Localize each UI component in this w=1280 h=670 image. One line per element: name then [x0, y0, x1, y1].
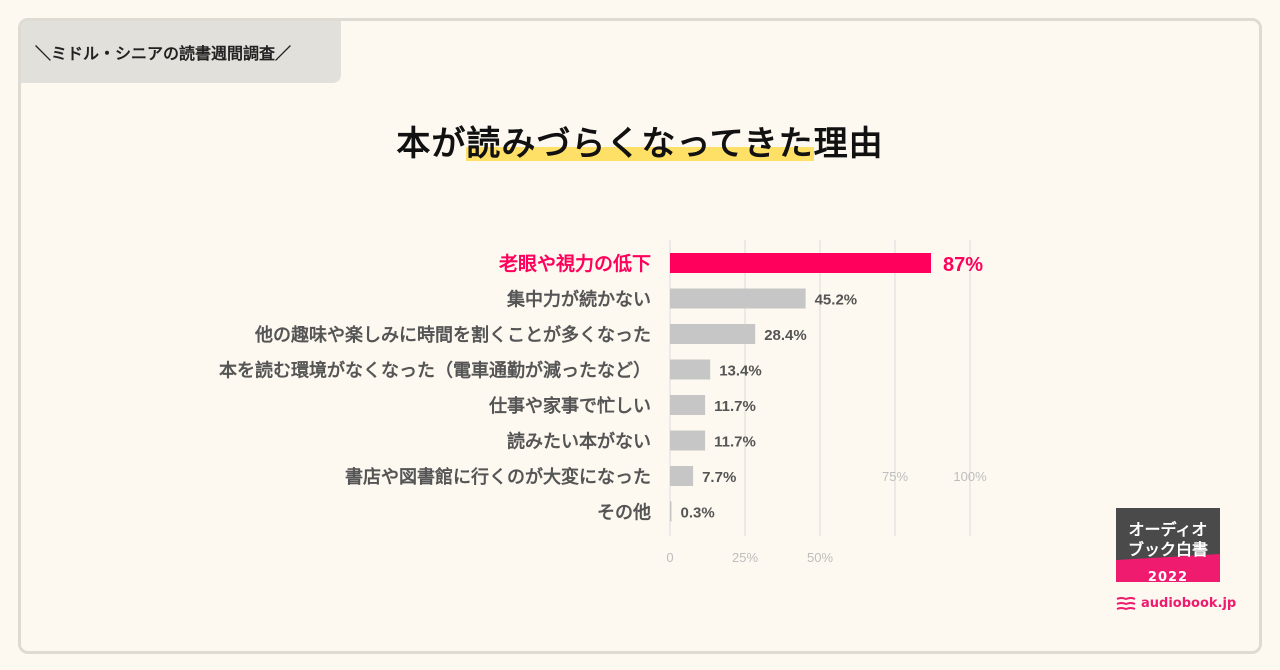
- value-label: 45.2%: [815, 292, 858, 309]
- category-label: 仕事や家事で忙しい: [488, 395, 651, 417]
- brand-logo: audiobook.jp: [1116, 596, 1236, 611]
- value-label: 28.4%: [764, 327, 807, 344]
- value-label: 0.3%: [681, 505, 715, 522]
- bar: [670, 466, 694, 486]
- bar: [670, 288, 806, 309]
- badge-line2: ブック白書: [1127, 540, 1208, 559]
- x-tick-label: 25%: [732, 550, 758, 565]
- bar: [670, 253, 931, 273]
- value-label: 11.7%: [714, 398, 756, 415]
- category-label: 老眼や視力の低下: [499, 252, 651, 275]
- value-label: 7.7%: [702, 469, 736, 486]
- category-label: 書店や図書館に行くのが大変になった: [345, 466, 651, 488]
- category-label: 集中力が続かない: [506, 289, 651, 311]
- bar: [670, 359, 711, 380]
- chart-title: 本が読みづらくなってきた理由: [396, 122, 883, 166]
- badge-year: 2022: [1147, 570, 1189, 585]
- survey-tag: ＼ミドル・シニアの読書週間調査／: [21, 21, 341, 83]
- badge-line1: オーディオ: [1128, 520, 1208, 539]
- x-tick-label: 0: [666, 550, 673, 565]
- title-highlight: 読みづらくなってきた: [466, 124, 814, 164]
- title-wrap: 本が読みづらくなってきた理由: [0, 122, 1280, 166]
- category-label: 本を読む環境がなくなった（電車通勤が減ったなど）: [219, 360, 651, 382]
- category-label: 他の趣味や楽しみに時間を割くことが多くなった: [254, 324, 651, 346]
- title-post: 理由: [813, 124, 884, 164]
- x-tick-label: 75%: [882, 469, 908, 484]
- badge-title: オーディオ ブック白書: [1116, 520, 1220, 560]
- x-tick-label: 100%: [953, 469, 987, 484]
- bar: [670, 501, 672, 522]
- value-label: 11.7%: [714, 434, 756, 451]
- value-label: 13.4%: [719, 363, 762, 380]
- audiobook-white-paper-badge: オーディオ ブック白書 2022: [1116, 508, 1220, 585]
- category-label: その他: [597, 502, 651, 524]
- x-tick-label: 50%: [807, 550, 833, 565]
- category-label: 読みたい本がない: [507, 431, 651, 453]
- brand-name: audiobook.jp: [1141, 596, 1237, 611]
- title-pre: 本が: [396, 124, 467, 164]
- book-stack-icon: [1116, 596, 1136, 610]
- badge-shape: [1116, 508, 1220, 582]
- bar: [670, 395, 706, 415]
- bar: [670, 324, 756, 344]
- value-label: 87%: [943, 254, 983, 276]
- bar: [670, 430, 706, 451]
